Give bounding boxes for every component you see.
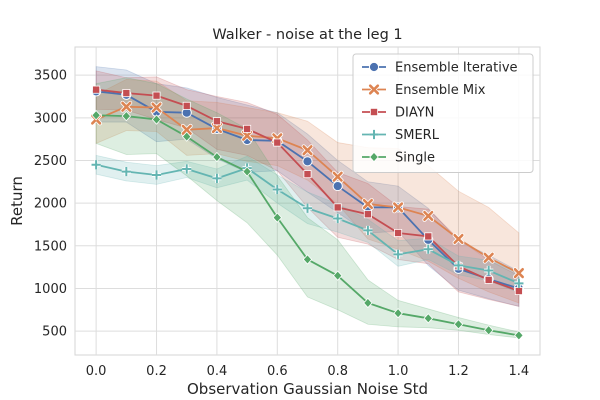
legend-label: Ensemble Mix bbox=[395, 83, 486, 98]
chart-title: Walker - noise at the leg 1 bbox=[212, 27, 402, 43]
point-ensemble-mix bbox=[331, 170, 344, 183]
legend-box bbox=[352, 53, 534, 173]
point-single bbox=[514, 330, 524, 341]
point-single bbox=[151, 114, 162, 125]
point-smerl bbox=[212, 173, 222, 183]
point-diayn bbox=[273, 138, 282, 147]
legend-item-single: Single bbox=[362, 151, 435, 166]
point-ensemble-iterative bbox=[332, 180, 343, 192]
x-tick-label: 1.4 bbox=[509, 364, 530, 379]
point-diayn bbox=[152, 91, 161, 100]
legend-marker bbox=[369, 151, 379, 163]
point-ensemble-mix bbox=[452, 233, 465, 245]
point-diayn bbox=[363, 210, 372, 219]
point-single bbox=[393, 308, 403, 319]
y-tick-label: 1500 bbox=[34, 239, 67, 254]
legend-label: Ensemble Iterative bbox=[395, 61, 518, 76]
point-smerl bbox=[423, 244, 433, 254]
point-diayn bbox=[92, 85, 101, 94]
point-smerl bbox=[91, 160, 101, 170]
point-single bbox=[91, 110, 101, 121]
point-diayn bbox=[212, 117, 221, 126]
point-smerl bbox=[121, 166, 131, 177]
point-ensemble-mix bbox=[392, 201, 404, 214]
legend-marker bbox=[368, 61, 380, 73]
point-diayn bbox=[424, 232, 433, 241]
x-tick-label: 0.8 bbox=[327, 364, 348, 379]
x-tick-label: 0.4 bbox=[207, 364, 228, 379]
series-markers bbox=[90, 85, 525, 341]
point-smerl bbox=[272, 184, 282, 195]
point-ensemble-mix bbox=[422, 210, 435, 222]
point-smerl bbox=[151, 170, 162, 180]
point-single bbox=[453, 319, 464, 330]
y-tick-label: 2500 bbox=[34, 154, 67, 169]
point-smerl bbox=[302, 203, 313, 213]
y-tick-label: 3000 bbox=[34, 111, 67, 126]
x-tick-label: 0.2 bbox=[146, 364, 167, 379]
legend-item-ensemble-mix: Ensemble Mix bbox=[362, 83, 486, 98]
y-tick-label: 500 bbox=[42, 325, 67, 340]
x-tick-labels: 0.0 0.2 0.4 0.6 0.8 1.0 1.2 1.4 bbox=[86, 364, 529, 379]
point-ensemble-iterative bbox=[302, 156, 313, 167]
point-single bbox=[483, 325, 494, 336]
y-tick-label: 3500 bbox=[34, 69, 67, 84]
x-tick-label: 0.0 bbox=[86, 364, 107, 379]
point-single bbox=[121, 110, 132, 122]
legend-item-diayn: DIAYN bbox=[362, 106, 434, 121]
point-single bbox=[423, 313, 434, 324]
legend-label: Single bbox=[395, 151, 435, 166]
point-diayn bbox=[122, 89, 131, 98]
x-tick-label: 0.6 bbox=[267, 364, 288, 379]
point-smerl bbox=[333, 213, 343, 224]
point-ensemble-mix bbox=[150, 101, 163, 114]
y-axis-label: Return bbox=[8, 176, 26, 226]
point-ensemble-mix bbox=[241, 129, 254, 142]
point-ensemble-mix bbox=[512, 267, 525, 279]
point-single bbox=[242, 166, 252, 177]
point-diayn bbox=[484, 275, 493, 284]
legend-marker bbox=[369, 108, 378, 117]
point-diayn bbox=[333, 203, 342, 212]
point-smerl bbox=[453, 260, 464, 271]
y-tick-label: 2000 bbox=[34, 197, 67, 212]
point-ensemble-mix bbox=[180, 123, 193, 136]
point-single bbox=[212, 151, 222, 163]
point-diayn bbox=[243, 124, 252, 133]
point-ensemble-mix bbox=[361, 198, 374, 210]
point-diayn bbox=[514, 287, 523, 296]
x-tick-label: 1.0 bbox=[388, 364, 409, 379]
legend-marker bbox=[369, 129, 379, 140]
point-single bbox=[363, 297, 373, 309]
legend-marker bbox=[368, 83, 380, 96]
x-axis-label: Observation Gaussian Noise Std bbox=[187, 380, 428, 398]
y-tick-labels: 500 1000 1500 2000 2500 3000 3500 bbox=[34, 69, 67, 340]
point-ensemble-mix bbox=[211, 122, 223, 134]
point-smerl bbox=[182, 164, 192, 174]
point-diayn bbox=[394, 228, 403, 237]
point-ensemble-mix bbox=[482, 251, 495, 264]
point-diayn bbox=[303, 170, 312, 179]
point-single bbox=[181, 131, 192, 142]
point-ensemble-mix bbox=[120, 100, 133, 113]
legend: Ensemble Iterative Ensemble Mix DIAYN SMERL… bbox=[352, 53, 534, 173]
point-single bbox=[272, 212, 283, 223]
point-diayn bbox=[182, 101, 191, 110]
y-tick-label: 1000 bbox=[34, 282, 67, 297]
legend-label: SMERL bbox=[395, 128, 440, 143]
point-single bbox=[302, 254, 313, 265]
point-smerl bbox=[484, 265, 494, 276]
point-smerl bbox=[363, 225, 373, 236]
point-ensemble-mix bbox=[301, 144, 314, 157]
legend-item-ensemble-iterative: Ensemble Iterative bbox=[362, 61, 518, 76]
point-smerl bbox=[393, 249, 403, 259]
point-single bbox=[332, 270, 343, 281]
legend-item-smerl: SMERL bbox=[362, 128, 440, 143]
x-tick-label: 1.2 bbox=[448, 364, 469, 379]
legend-label: DIAYN bbox=[395, 106, 434, 121]
point-smerl bbox=[514, 278, 524, 288]
